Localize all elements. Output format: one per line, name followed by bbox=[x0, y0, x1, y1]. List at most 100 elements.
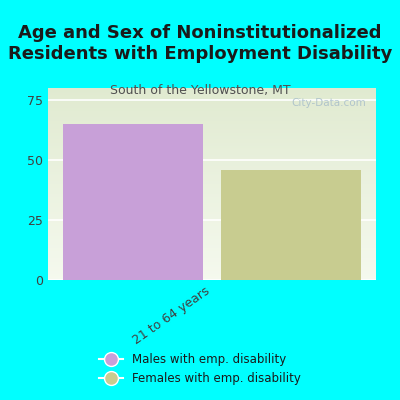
Bar bbox=[48, 97, 376, 98]
Bar bbox=[48, 216, 376, 217]
Bar bbox=[48, 199, 376, 200]
Bar bbox=[48, 140, 376, 141]
Bar bbox=[48, 165, 376, 166]
Bar bbox=[48, 106, 376, 107]
Bar bbox=[48, 134, 376, 135]
Bar bbox=[48, 156, 376, 157]
Bar bbox=[48, 131, 376, 132]
Bar bbox=[48, 176, 376, 177]
Bar bbox=[48, 161, 376, 162]
Bar bbox=[48, 202, 376, 203]
Bar bbox=[48, 175, 376, 176]
Bar bbox=[63, 124, 203, 280]
Bar bbox=[48, 132, 376, 133]
Bar bbox=[48, 110, 376, 111]
Bar bbox=[48, 183, 376, 184]
Bar bbox=[48, 218, 376, 220]
Bar bbox=[48, 96, 376, 97]
Bar bbox=[48, 196, 376, 198]
Bar bbox=[48, 146, 376, 148]
Bar bbox=[48, 115, 376, 116]
Bar bbox=[48, 209, 376, 210]
Bar bbox=[48, 155, 376, 156]
Bar bbox=[48, 248, 376, 249]
Bar bbox=[48, 128, 376, 129]
Bar bbox=[48, 234, 376, 235]
Bar bbox=[48, 102, 376, 103]
Text: Age and Sex of Noninstitutionalized
Residents with Employment Disability: Age and Sex of Noninstitutionalized Resi… bbox=[8, 24, 392, 63]
Bar bbox=[48, 258, 376, 259]
Bar bbox=[48, 133, 376, 134]
Bar bbox=[48, 160, 376, 161]
Bar bbox=[48, 217, 376, 218]
Bar bbox=[48, 94, 376, 95]
Bar bbox=[48, 249, 376, 250]
Bar bbox=[48, 117, 376, 118]
Bar bbox=[48, 270, 376, 271]
Bar bbox=[48, 90, 376, 91]
Bar bbox=[48, 210, 376, 211]
Bar bbox=[48, 261, 376, 262]
Bar bbox=[48, 92, 376, 93]
Bar bbox=[48, 212, 376, 213]
Bar bbox=[48, 220, 376, 222]
Bar bbox=[48, 279, 376, 280]
Bar bbox=[48, 204, 376, 205]
Bar bbox=[48, 235, 376, 236]
Bar bbox=[48, 253, 376, 254]
Bar bbox=[48, 130, 376, 131]
Bar bbox=[48, 158, 376, 159]
Bar bbox=[48, 250, 376, 251]
Bar bbox=[48, 205, 376, 206]
Bar bbox=[48, 180, 376, 181]
Bar bbox=[48, 227, 376, 228]
Bar bbox=[48, 194, 376, 196]
Bar bbox=[48, 211, 376, 212]
Bar bbox=[48, 159, 376, 160]
Bar bbox=[48, 257, 376, 258]
Bar bbox=[48, 237, 376, 238]
Bar bbox=[48, 129, 376, 130]
Bar bbox=[48, 266, 376, 268]
Bar bbox=[48, 241, 376, 242]
Bar bbox=[48, 119, 376, 120]
Bar bbox=[48, 240, 376, 241]
Bar bbox=[48, 148, 376, 150]
Bar bbox=[48, 230, 376, 231]
Text: City-Data.com: City-Data.com bbox=[292, 98, 366, 108]
Bar bbox=[48, 95, 376, 96]
Bar bbox=[48, 275, 376, 276]
Bar bbox=[48, 190, 376, 191]
Bar bbox=[48, 214, 376, 215]
Bar bbox=[48, 251, 376, 252]
Bar bbox=[48, 151, 376, 152]
Bar bbox=[48, 206, 376, 207]
Bar bbox=[48, 213, 376, 214]
Bar bbox=[48, 262, 376, 263]
Bar bbox=[48, 169, 376, 170]
Bar bbox=[48, 174, 376, 175]
Bar bbox=[48, 181, 376, 182]
Bar bbox=[48, 116, 376, 117]
Text: South of the Yellowstone, MT: South of the Yellowstone, MT bbox=[110, 84, 290, 97]
Bar bbox=[48, 226, 376, 227]
Bar bbox=[48, 274, 376, 275]
Bar bbox=[48, 138, 376, 139]
Bar bbox=[48, 222, 376, 223]
Bar bbox=[221, 170, 361, 280]
Bar bbox=[48, 162, 376, 163]
Bar bbox=[48, 112, 376, 113]
Bar bbox=[48, 98, 376, 100]
Bar bbox=[48, 127, 376, 128]
Bar bbox=[48, 268, 376, 270]
Bar bbox=[48, 203, 376, 204]
Bar bbox=[48, 264, 376, 265]
Bar bbox=[48, 187, 376, 188]
Bar bbox=[48, 135, 376, 136]
Bar bbox=[48, 244, 376, 246]
Bar bbox=[48, 225, 376, 226]
Bar bbox=[48, 228, 376, 229]
Bar bbox=[48, 167, 376, 168]
Bar bbox=[48, 215, 376, 216]
Bar bbox=[48, 232, 376, 233]
